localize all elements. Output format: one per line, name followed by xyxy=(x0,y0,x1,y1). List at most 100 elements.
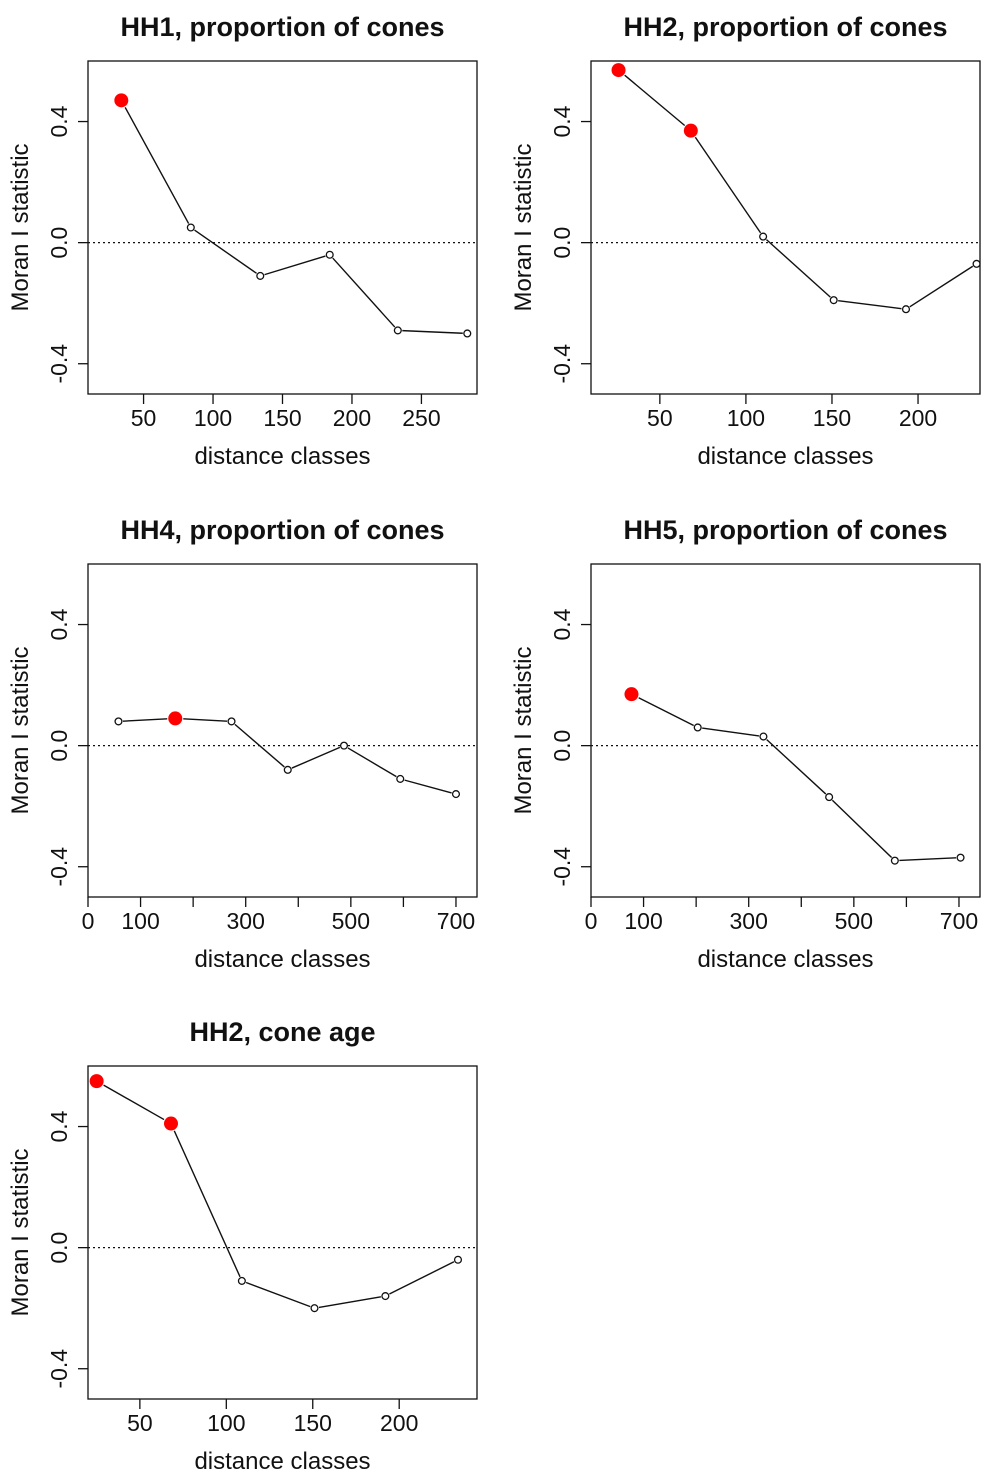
series-segment xyxy=(194,229,257,274)
series-segment xyxy=(638,697,695,727)
series-segment xyxy=(103,1084,165,1121)
data-point xyxy=(956,853,965,862)
data-point xyxy=(825,793,834,802)
series-segment xyxy=(234,723,285,768)
x-tick-label: 300 xyxy=(730,908,768,934)
chart-title: HH1, proportion of cones xyxy=(121,12,445,42)
data-point xyxy=(759,732,768,741)
x-tick-label: 100 xyxy=(727,405,765,431)
series-segment xyxy=(264,255,326,276)
x-tick-label: 50 xyxy=(127,1410,153,1436)
significant-point xyxy=(683,123,698,138)
plot-frame xyxy=(87,60,478,395)
significant-point xyxy=(114,93,129,108)
y-axis-label: Moran I statistic xyxy=(7,646,34,814)
significant-point xyxy=(163,1116,178,1131)
chart-panel-1: HH1, proportion of cones -0.4 0.0 0.4 50 100 1… xyxy=(7,12,478,470)
x-axis-label: distance classes xyxy=(194,946,370,973)
series-segment xyxy=(702,727,760,737)
data-point xyxy=(114,717,123,726)
y-tick-label: -0.4 xyxy=(549,847,575,887)
series-segment xyxy=(122,718,168,722)
x-tick-label: 150 xyxy=(813,405,851,431)
data-point xyxy=(186,223,195,232)
x-tick-label: 0 xyxy=(82,908,95,934)
x-axis-label: distance classes xyxy=(194,443,370,470)
y-tick-label: -0.4 xyxy=(46,1349,72,1389)
data-point xyxy=(339,741,349,750)
data-point xyxy=(381,1292,390,1301)
series-segment xyxy=(838,300,902,310)
y-tick-label: -0.4 xyxy=(46,344,72,384)
series-segment xyxy=(347,747,397,778)
data-point xyxy=(693,723,702,732)
chart-title: HH5, proportion of cones xyxy=(624,515,948,545)
x-axis-label: distance classes xyxy=(697,443,873,470)
x-tick-label: 150 xyxy=(294,1410,332,1436)
data-point xyxy=(972,259,981,268)
y-tick-label: 0.4 xyxy=(46,1110,72,1142)
series-segment xyxy=(766,739,827,795)
data-point xyxy=(227,717,236,726)
x-tick-label: 50 xyxy=(131,405,157,431)
data-point xyxy=(256,271,265,280)
series-segment xyxy=(389,1261,455,1295)
data-point xyxy=(325,250,334,259)
y-tick-label: 0.4 xyxy=(46,105,72,137)
x-tick-label: 50 xyxy=(647,405,673,431)
chart-title: HH2, proportion of cones xyxy=(624,12,948,42)
data-point xyxy=(829,296,838,305)
data-point xyxy=(393,326,402,335)
x-tick-label: 700 xyxy=(940,908,978,934)
series-segment xyxy=(694,136,762,234)
y-tick-label: 0.4 xyxy=(549,608,575,640)
significant-point xyxy=(611,63,626,78)
x-tick-label: 500 xyxy=(332,908,370,934)
y-axis-label: Moran I statistic xyxy=(510,646,537,814)
y-tick-label: -0.4 xyxy=(46,847,72,887)
x-tick-label: 100 xyxy=(121,908,159,934)
chart-panel-4: HH5, proportion of cones -0.4 0.0 0.4 0 100 30… xyxy=(510,515,981,973)
data-point xyxy=(451,790,461,799)
series-segment xyxy=(404,779,452,794)
series-segment xyxy=(183,718,228,722)
significant-point xyxy=(624,687,639,702)
series-segment xyxy=(245,1281,311,1308)
x-tick-label: 300 xyxy=(227,908,265,934)
y-axis-label: Moran I statistic xyxy=(7,143,34,311)
chart-title: HH4, proportion of cones xyxy=(121,515,445,545)
series-segment xyxy=(765,239,831,298)
data-point xyxy=(759,232,768,241)
data-point xyxy=(901,305,911,314)
series-segment xyxy=(624,74,686,127)
data-point xyxy=(396,774,405,783)
plot-frame xyxy=(590,563,981,898)
significant-point xyxy=(89,1074,104,1089)
y-tick-label: 0.0 xyxy=(549,227,575,259)
plot-frame xyxy=(590,60,981,395)
x-tick-label: 200 xyxy=(333,405,371,431)
y-tick-label: 0.0 xyxy=(46,1232,72,1264)
x-axis-label: distance classes xyxy=(194,1448,370,1473)
series-segment xyxy=(124,107,190,224)
plot-frame xyxy=(87,1065,478,1400)
y-tick-label: -0.4 xyxy=(549,344,575,384)
x-tick-label: 200 xyxy=(380,1410,418,1436)
series-segment xyxy=(291,746,341,769)
chart-panel-2: HH2, proportion of cones -0.4 0.0 0.4 50 100 1… xyxy=(510,12,981,470)
y-tick-label: 0.0 xyxy=(549,730,575,762)
y-tick-label: 0.4 xyxy=(549,105,575,137)
x-tick-label: 250 xyxy=(402,405,440,431)
chart-title: HH2, cone age xyxy=(189,1017,375,1047)
plot-frame xyxy=(87,563,478,898)
x-tick-label: 500 xyxy=(835,908,873,934)
chart-panel-3: HH4, proportion of cones -0.4 0.0 0.4 0 100 30… xyxy=(7,515,478,973)
x-axis-label: distance classes xyxy=(697,946,873,973)
series-segment xyxy=(909,265,974,308)
data-point xyxy=(310,1304,319,1313)
data-point xyxy=(237,1276,246,1285)
x-tick-label: 150 xyxy=(263,405,301,431)
y-axis-label: Moran I statistic xyxy=(510,143,537,311)
data-point xyxy=(453,1255,463,1264)
chart-panel-5: HH2, cone age -0.4 0.0 0.4 50 100 150 200 distan… xyxy=(7,1017,478,1473)
